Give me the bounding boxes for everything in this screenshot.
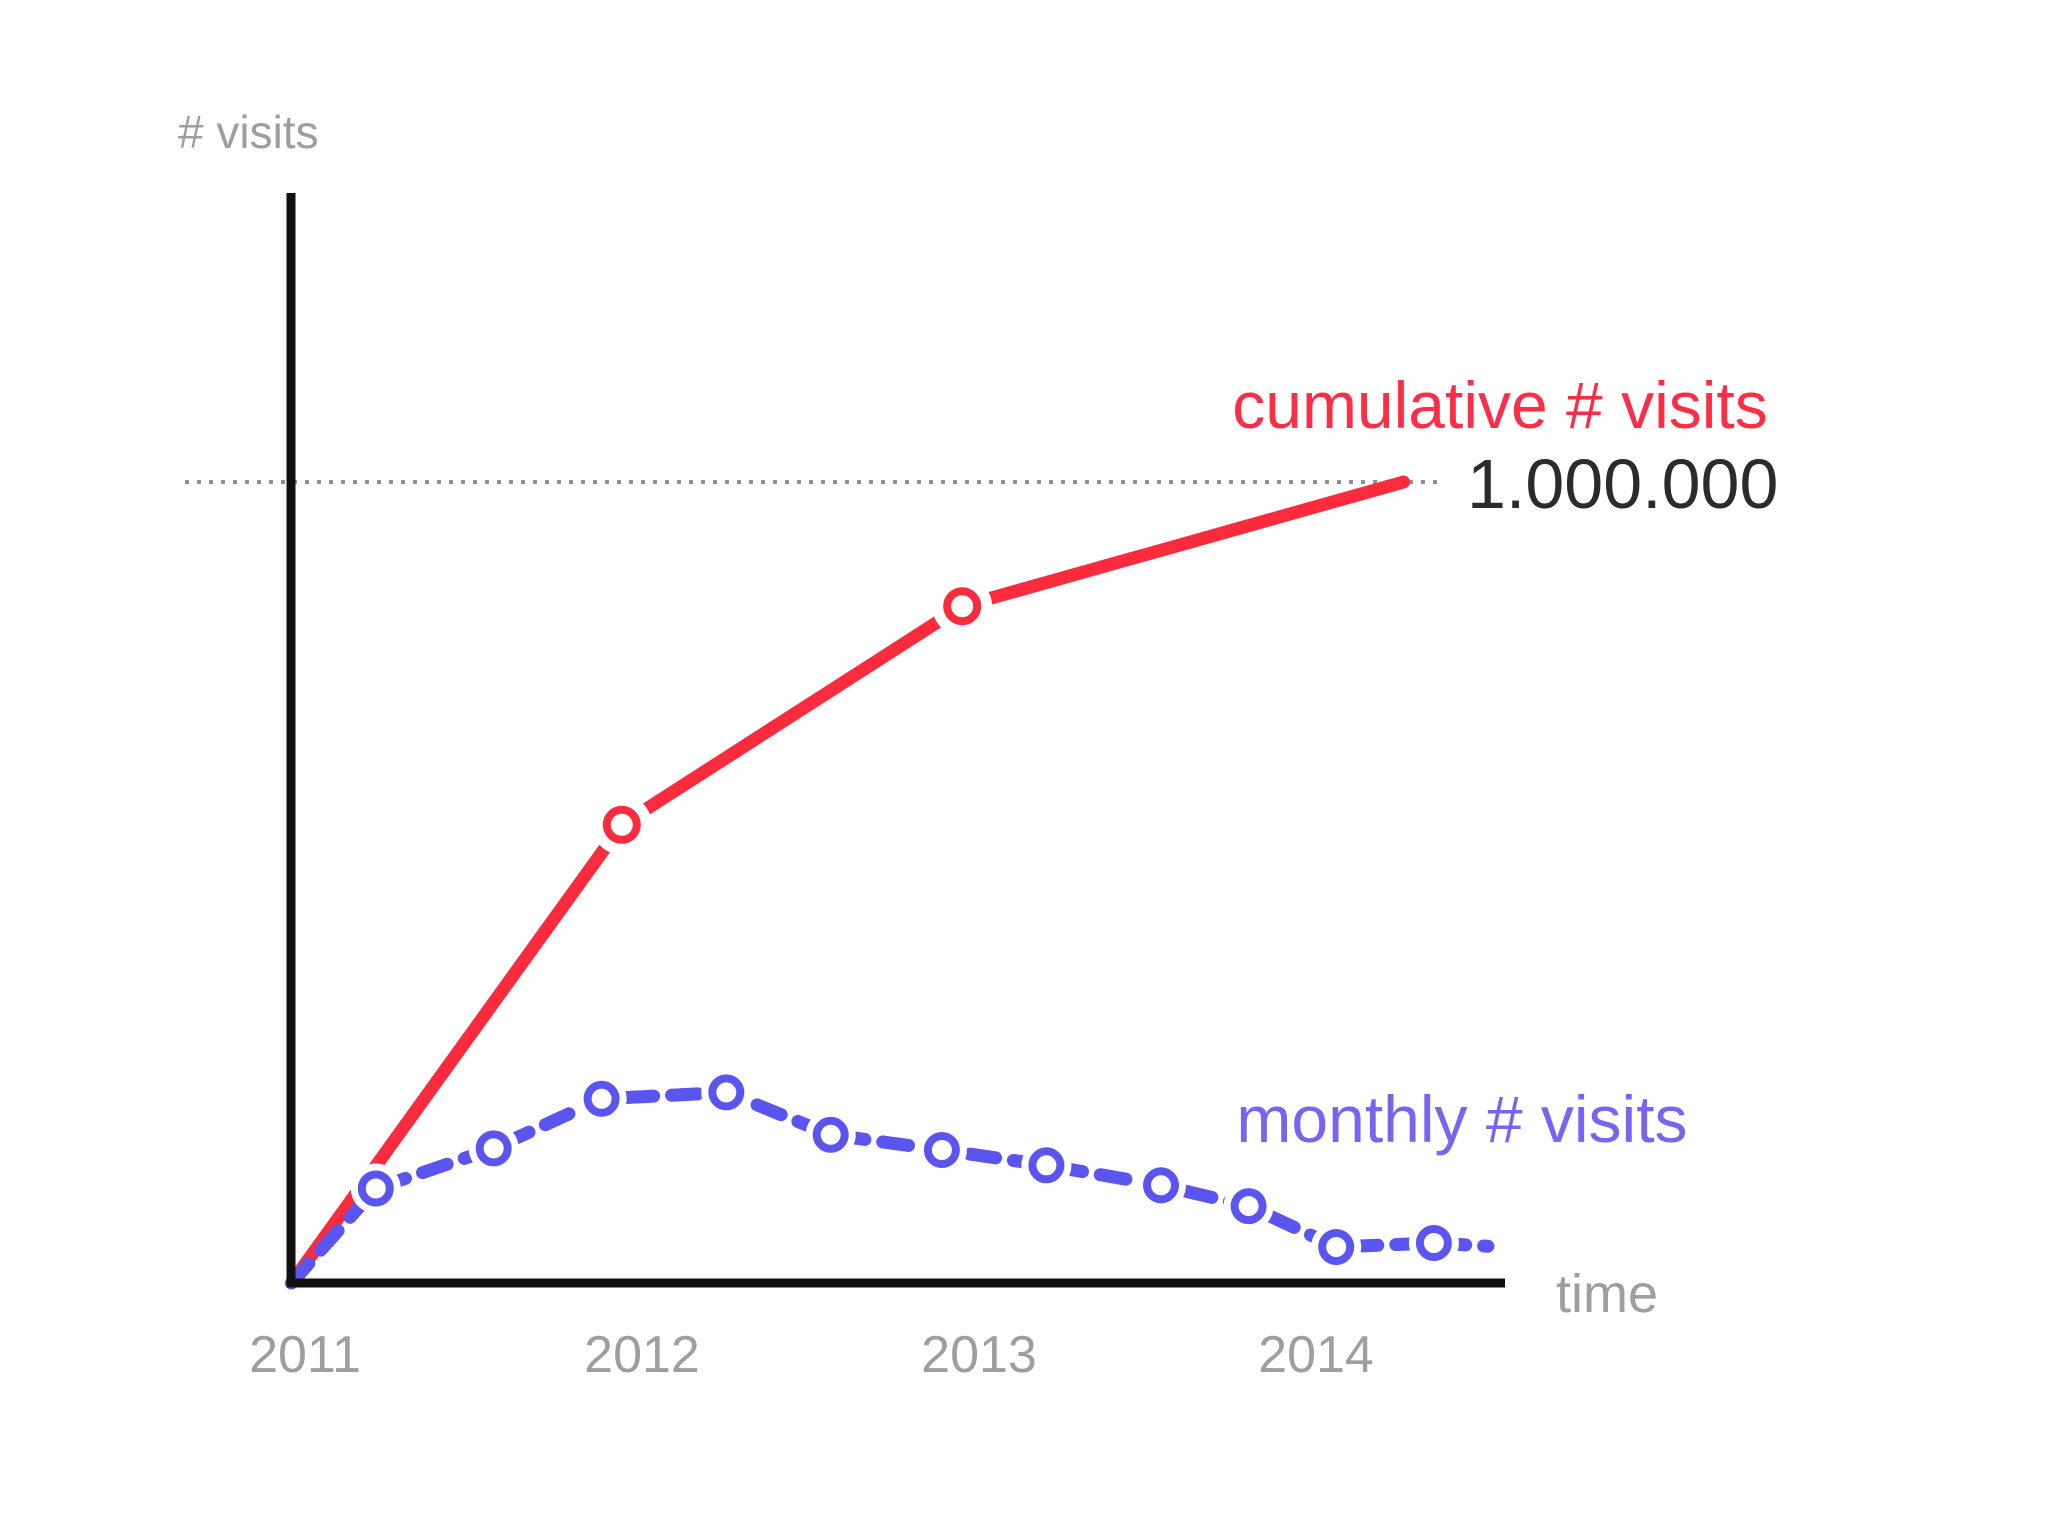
x-tick-label: 2013 (921, 1326, 1037, 1384)
data-point-marker (583, 1080, 620, 1117)
data-point-marker (1143, 1167, 1179, 1204)
axes (286, 193, 1505, 1288)
series-markers-cumulative (591, 576, 993, 855)
data-point-marker (602, 805, 641, 844)
data-point-marker (1318, 1229, 1355, 1265)
series-line-cumulative (285, 475, 1411, 1290)
data-point-marker (708, 1074, 745, 1111)
data-point-marker (475, 1130, 512, 1167)
data-point-marker (943, 587, 982, 626)
reference-value-label: 1.000.000 (1467, 445, 1778, 523)
data-point-marker (1230, 1188, 1267, 1225)
x-tick-label: 2012 (584, 1326, 700, 1384)
x-tick-label: 2014 (1258, 1326, 1374, 1384)
x-tick-label: 2011 (249, 1326, 361, 1384)
x-axis-label: time (1556, 1264, 1658, 1324)
data-point-marker (1415, 1225, 1452, 1261)
x-tick-labels: 2011 2012 2013 2014 (249, 1326, 1374, 1384)
data-point-marker (812, 1116, 849, 1153)
series-markers-monthly (350, 1067, 1459, 1272)
data-point-marker (1028, 1147, 1065, 1184)
data-point-marker (923, 1132, 960, 1168)
y-axis-label: # visits (178, 106, 319, 158)
series-label-cumulative: cumulative # visits (1232, 368, 1768, 442)
series-layer (285, 475, 1495, 1290)
data-point-marker (357, 1170, 394, 1207)
series-label-monthly: monthly # visits (1236, 1082, 1687, 1156)
